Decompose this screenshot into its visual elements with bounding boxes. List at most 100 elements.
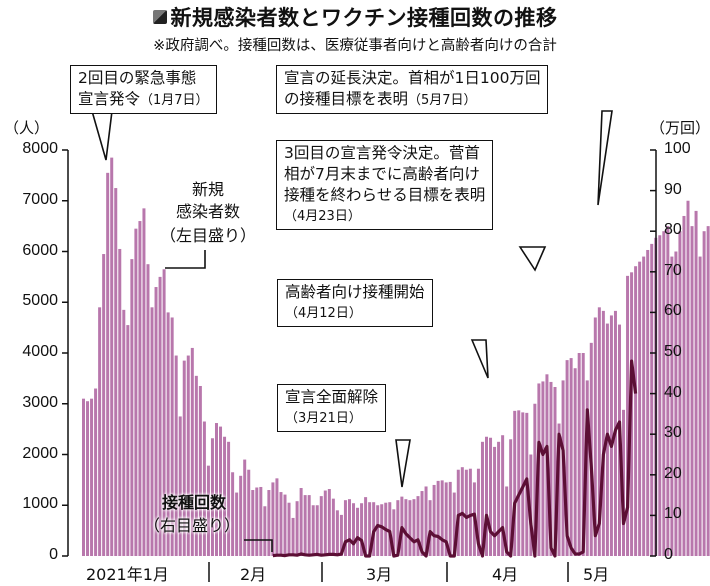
infection-bar	[86, 401, 90, 556]
infection-bar	[174, 355, 178, 556]
infection-bar	[198, 385, 202, 556]
infection-bar	[428, 500, 432, 557]
infection-bar	[517, 410, 521, 556]
infection-bar	[247, 469, 251, 556]
annotation-may7: 宣言の延長決定。首相が1日100万回 の接種目標を表明（5月7日）	[276, 65, 549, 114]
infection-bar	[303, 495, 307, 556]
infection-bar	[444, 482, 448, 556]
infection-bar	[235, 492, 239, 556]
infection-bar	[186, 355, 190, 556]
infection-bar	[682, 215, 686, 556]
infection-bar	[432, 484, 436, 556]
infection-bar	[549, 381, 553, 556]
infection-bar	[416, 496, 420, 556]
infection-bar	[166, 312, 170, 556]
annotation-text: 3回目の宣言発令決定。菅首	[284, 144, 480, 162]
infection-bar	[182, 360, 186, 556]
infection-bar	[541, 381, 545, 556]
infection-bar	[690, 226, 694, 557]
vaccinations-label-1: 接種回数	[161, 493, 226, 512]
annotation-mar21: 宣言全面解除 （3月21日）	[277, 384, 387, 432]
infection-bar	[223, 436, 227, 556]
annotation-apr23: 3回目の宣言発令決定。菅首 相が7月末までに高齢者向け 接種を終わらせる目標を表…	[276, 140, 494, 230]
infection-bar	[231, 472, 235, 556]
infection-bar	[658, 235, 662, 556]
month-label-jan: 2021年1月	[86, 565, 169, 584]
infection-bar	[170, 317, 174, 557]
infection-bar	[291, 517, 295, 556]
infection-bar	[593, 317, 597, 557]
chart-subtitle: ※政府調べ。接種回数は、医療従事者向けと高齢者向けの合計	[153, 38, 557, 54]
right-tick-label: 0	[664, 546, 673, 563]
infection-bar	[529, 454, 533, 556]
annotation-text: の接種目標を表明	[284, 90, 409, 108]
annotation-date: （5月7日）	[408, 93, 477, 108]
infection-bar	[343, 500, 347, 557]
month-label-feb: 2月	[240, 565, 267, 584]
infection-bar	[485, 436, 488, 556]
infection-bar	[698, 256, 702, 556]
infection-bar	[513, 410, 517, 556]
infections-label-2: 感染者数	[175, 202, 240, 221]
infection-bar	[219, 426, 223, 556]
vaccinations-label-2: （右目盛り）	[143, 516, 240, 535]
left-tick-label: 6000	[22, 241, 58, 259]
infection-bar	[497, 441, 501, 556]
cube-icon	[152, 10, 167, 24]
left-tick-label: 1000	[22, 495, 58, 513]
infection-bar	[674, 251, 678, 556]
infection-bar	[706, 226, 710, 557]
infection-bar	[319, 496, 323, 556]
left-tick-label: 7000	[22, 190, 58, 208]
infection-bar	[678, 231, 682, 556]
infection-bar	[106, 172, 110, 556]
infection-bar	[90, 398, 94, 556]
infection-bar	[202, 421, 206, 556]
chart-title-text: 新規感染者数とワクチン接種回数の推移	[170, 6, 558, 30]
infection-bar	[436, 480, 440, 556]
infection-bar	[493, 446, 497, 556]
right-tick-label: 60	[664, 302, 682, 320]
infection-bar	[110, 157, 114, 557]
infection-bar	[480, 441, 484, 556]
infection-bar	[460, 467, 464, 556]
infection-bar	[392, 509, 396, 556]
annotation-text: 相が7月末までに高齢者向け	[284, 165, 480, 183]
infection-bar	[162, 269, 166, 556]
infection-bar	[364, 497, 368, 556]
infections-label-1: 新規	[191, 180, 224, 199]
infection-bar	[638, 261, 642, 556]
infection-bar	[666, 226, 670, 557]
infection-bar	[489, 437, 493, 556]
infection-bar	[476, 468, 480, 556]
infection-bar	[347, 499, 351, 556]
infection-bar	[505, 486, 509, 556]
infection-bar	[243, 459, 247, 556]
left-tick-label: 5000	[22, 292, 58, 310]
infection-bar	[146, 264, 150, 556]
infection-bar	[299, 488, 303, 557]
infection-bar	[352, 503, 356, 556]
infection-bar	[339, 514, 343, 556]
infection-bar	[158, 276, 162, 557]
annotation-text: 高齢者向け接種開始	[285, 283, 425, 301]
infection-bar	[327, 489, 331, 556]
infection-bar	[380, 504, 384, 557]
infection-bar	[396, 500, 400, 557]
infection-bar	[565, 360, 569, 556]
infection-bar	[622, 409, 626, 556]
infection-bar	[694, 210, 698, 556]
infection-bar	[702, 231, 706, 556]
month-label-may: 5月	[583, 565, 610, 584]
infection-bar	[178, 416, 182, 556]
left-tick-label: 2000	[22, 444, 58, 462]
infection-bar	[412, 499, 416, 556]
annotation-apr12: 高齢者向け接種開始 （4月12日）	[277, 279, 433, 327]
left-tick-label: 8000	[22, 140, 58, 157]
infection-bar	[130, 259, 134, 556]
infection-bar	[263, 506, 267, 556]
annotation-text: 宣言全面解除	[285, 388, 379, 406]
infection-bar	[686, 200, 690, 556]
infection-bar	[509, 439, 513, 556]
infection-bar	[114, 188, 118, 556]
